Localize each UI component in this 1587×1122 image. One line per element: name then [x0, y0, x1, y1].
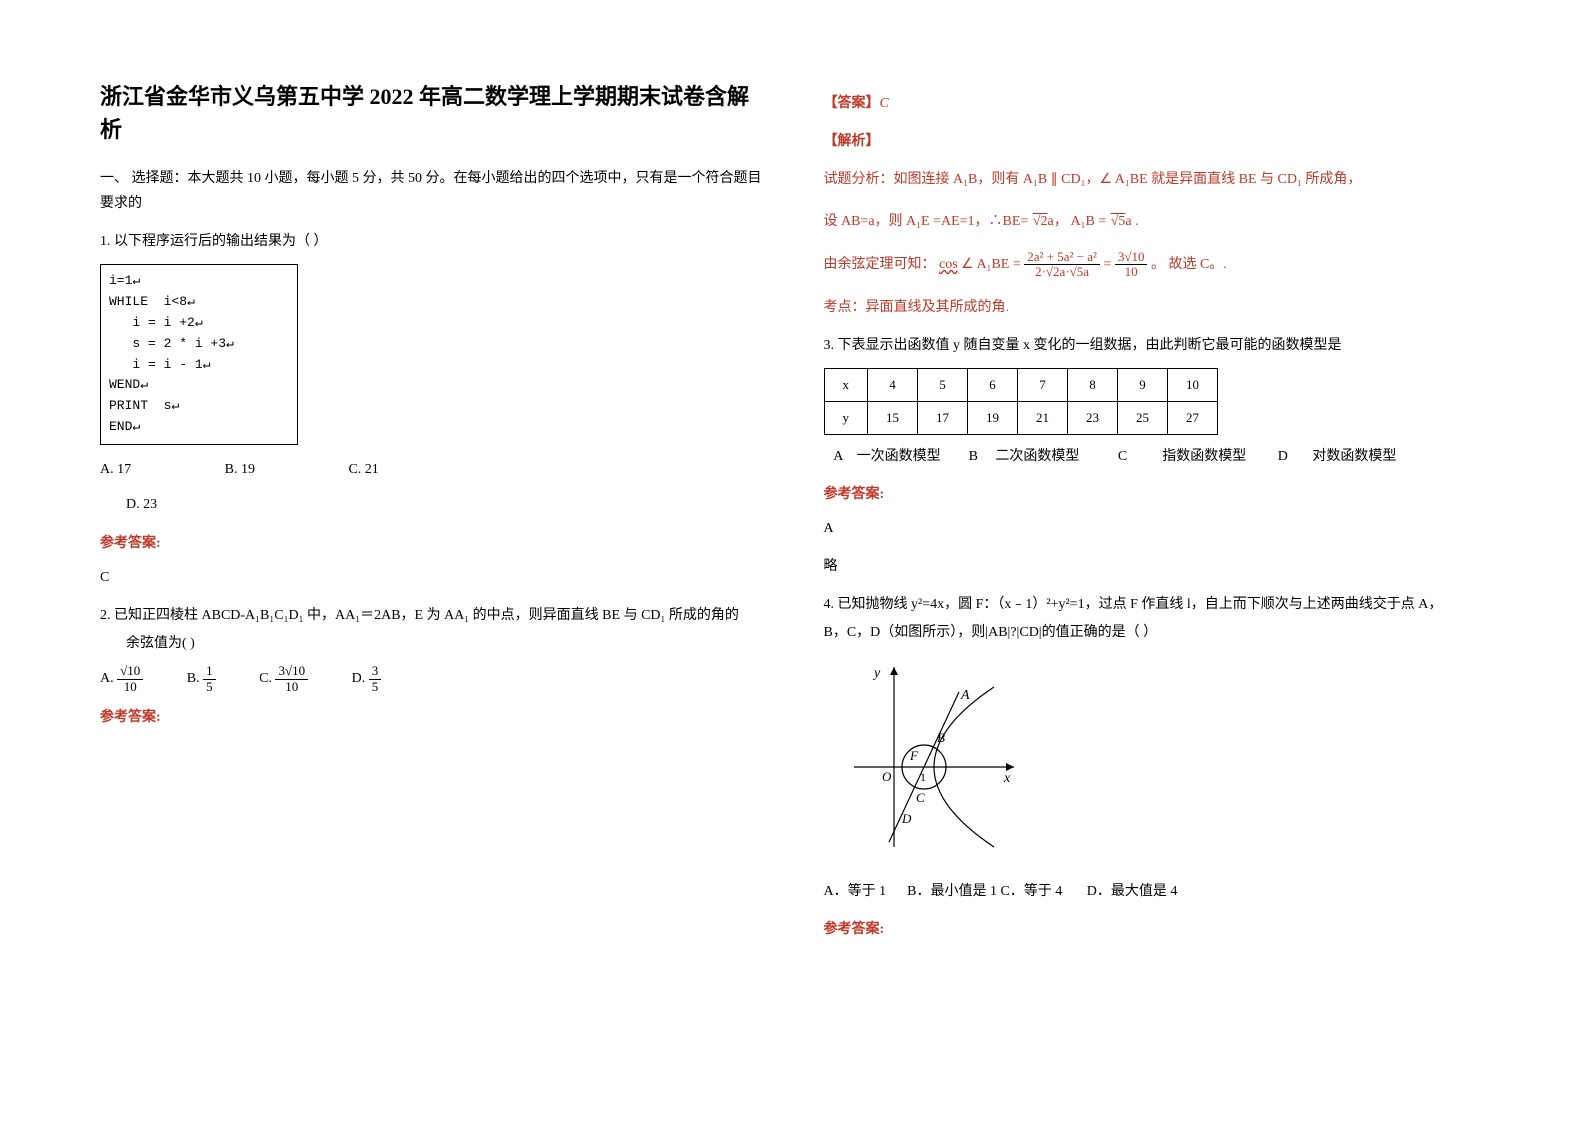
- q2-answer-label: 参考答案:: [100, 704, 764, 732]
- q2-answer-tag: 【答案】C: [824, 90, 1488, 118]
- table-row: x 4 5 6 7 8 9 10: [824, 368, 1218, 401]
- q3-stem: 3. 下表显示出函数值 y 随自变量 x 变化的一组数据，由此判断它最可能的函数…: [824, 332, 1488, 360]
- q2-stem-b: 余弦值为( ): [100, 630, 764, 658]
- label-o: O: [882, 769, 892, 784]
- label-f: F: [909, 748, 919, 763]
- question-2: 2. 已知正四棱柱 ABCD-A₁B₁C₁D₁ 中，AA₁＝2AB，E 为 AA…: [100, 602, 764, 732]
- q2-parse-tag: 【解析】: [824, 128, 1488, 156]
- q4-answer-label: 参考答案:: [824, 916, 1488, 944]
- table-row: y 15 17 19 21 23 25 27: [824, 401, 1218, 434]
- q1-opt-b: B. 19: [225, 455, 255, 486]
- q3-options: A 一次函数模型 B 二次函数模型 C 指数函数模型 D 对数函数模型: [824, 443, 1488, 471]
- question-3: 3. 下表显示出函数值 y 随自变量 x 变化的一组数据，由此判断它最可能的函数…: [824, 332, 1488, 581]
- q2-parse-line3: 由余弦定理可知： cos ∠ A₁BE = 2a² + 5a² − a²2·√2…: [824, 250, 1488, 280]
- question-1: 1. 以下程序运行后的输出结果为（ ） i=1↵ WHILE i<8↵ i = …: [100, 228, 764, 592]
- q2-opt-d-pre: D.: [352, 671, 366, 686]
- q1-opt-d: D. 23: [100, 490, 764, 521]
- q3-extra: 略: [824, 553, 1488, 581]
- section-1-heading: 一、 选择题：本大题共 10 小题，每小题 5 分，共 50 分。在每小题给出的…: [100, 166, 764, 216]
- q1-opt-a: A. 17: [100, 455, 131, 486]
- question-4: 4. 已知抛物线 y²=4x，圆 F：（x﹣1）²+y²=1，过点 F 作直线 …: [824, 591, 1488, 944]
- doc-title: 浙江省金华市义乌第五中学 2022 年高二数学理上学期期末试卷含解析: [100, 80, 764, 146]
- q2-analysis: 【答案】C 【解析】 试题分析：如图连接 A₁B，则有 A₁B ∥ CD₁，∠ …: [824, 90, 1488, 322]
- q2-parse-line2: 设 AB=a，则 A₁E =AE=1，∴BE= √2a， A₁B = √5a .: [824, 208, 1488, 236]
- q2-stem-a: 2. 已知正四棱柱 ABCD-A₁B₁C₁D₁ 中，AA₁＝2AB，E 为 AA…: [100, 602, 764, 630]
- q3-answer: A: [824, 515, 1488, 543]
- q4-stem-1: 4. 已知抛物线 y²=4x，圆 F：（x﹣1）²+y²=1，过点 F 作直线 …: [824, 591, 1488, 619]
- q2-opt-a-pre: A.: [100, 671, 114, 686]
- q1-options: A. 17 B. 19 C. 21 D. 23: [100, 455, 764, 521]
- q2-parse-line1: 试题分析：如图连接 A₁B，则有 A₁B ∥ CD₁，∠ A₁BE 就是异面直线…: [824, 166, 1488, 194]
- q3-table: x 4 5 6 7 8 9 10 y 15 17 19 21 23 25: [824, 368, 1219, 435]
- label-x: x: [1003, 771, 1011, 786]
- q2-opt-b-pre: B.: [187, 671, 200, 686]
- q2-opt-c-pre: C.: [259, 671, 272, 686]
- q4-stem-2: B，C，D（如图所示），则|AB|?|CD|的值正确的是（ ）: [824, 619, 1488, 647]
- q3-answer-label: 参考答案:: [824, 481, 1488, 509]
- q4-figure: y x O 1 F A B C D: [844, 657, 1488, 868]
- label-one: 1: [920, 770, 926, 784]
- q1-opt-c: C. 21: [348, 455, 378, 486]
- y-axis-arrow: [890, 667, 898, 675]
- label-d: D: [901, 811, 912, 826]
- x-axis-arrow: [1006, 763, 1014, 771]
- label-b: B: [937, 730, 945, 745]
- left-column: 浙江省金华市义乌第五中学 2022 年高二数学理上学期期末试卷含解析 一、 选择…: [100, 80, 764, 954]
- q1-answer-label: 参考答案:: [100, 530, 764, 558]
- q2-options: A. √1010 B. 15 C. 3√1010 D. 35: [100, 664, 764, 694]
- label-a: A: [960, 688, 970, 703]
- q2-parse-line4: 考点：异面直线及其所成的角.: [824, 294, 1488, 322]
- label-y: y: [872, 666, 881, 681]
- q1-stem: 1. 以下程序运行后的输出结果为（ ）: [100, 228, 764, 256]
- right-column: 【答案】C 【解析】 试题分析：如图连接 A₁B，则有 A₁B ∥ CD₁，∠ …: [824, 80, 1488, 954]
- q1-code-box: i=1↵ WHILE i<8↵ i = i +2↵ s = 2 * i +3↵ …: [100, 264, 298, 444]
- q4-options: A．等于 1 B．最小值是 1 C．等于 4 D．最大值是 4: [824, 878, 1488, 906]
- q1-answer: C: [100, 564, 764, 592]
- label-c: C: [916, 790, 925, 805]
